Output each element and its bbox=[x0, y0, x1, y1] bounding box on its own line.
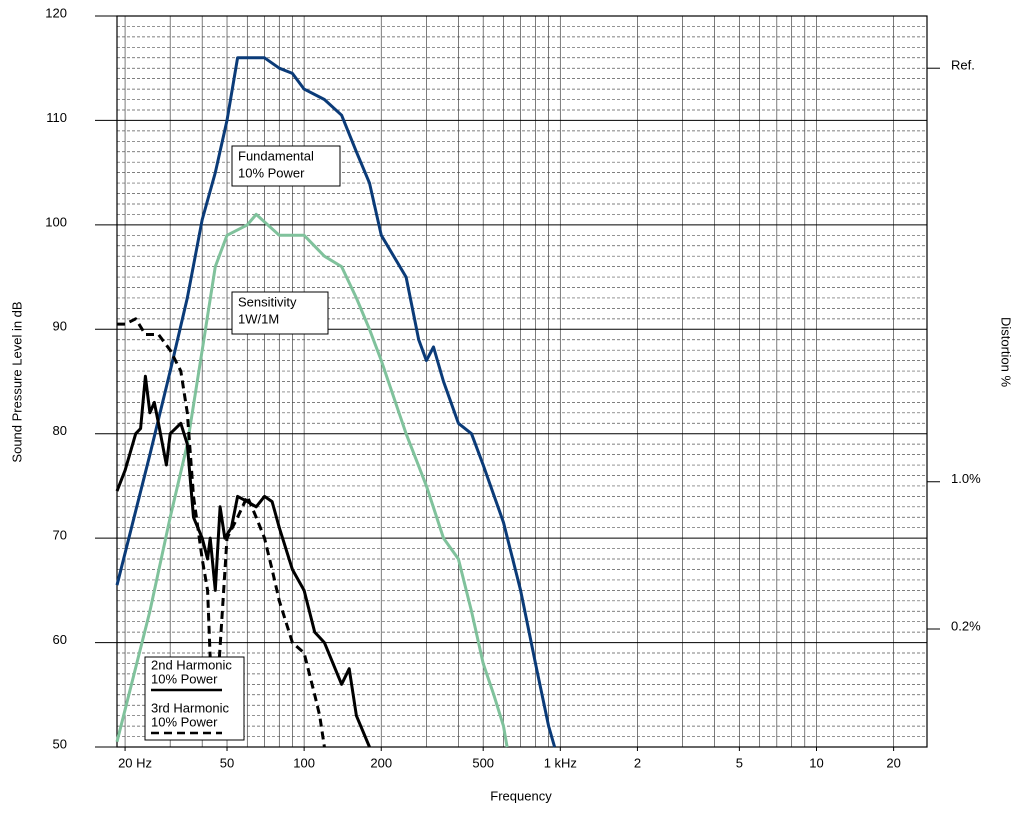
series-label: 10% Power bbox=[238, 165, 305, 180]
x-tick-label: 50 bbox=[220, 755, 234, 770]
legend-box bbox=[144, 656, 245, 741]
y2-tick-label: 1.0% bbox=[951, 471, 981, 486]
series-line bbox=[117, 317, 326, 748]
legend-label: 2nd Harmonic bbox=[151, 657, 232, 672]
x-axis-title: Frequency bbox=[490, 788, 552, 803]
x-tick-label: 1 kHz bbox=[544, 755, 577, 770]
y-tick-label: 60 bbox=[53, 632, 67, 647]
label-box bbox=[231, 145, 341, 187]
x-tick-label: 500 bbox=[472, 755, 494, 770]
x-tick-label: 200 bbox=[370, 755, 392, 770]
x-tick-label: 2 bbox=[634, 755, 641, 770]
y2-tick-label: 0.2% bbox=[951, 618, 981, 633]
series-label: Sensitivity bbox=[238, 294, 297, 309]
y-tick-label: 120 bbox=[45, 5, 67, 20]
plot-frame bbox=[116, 15, 928, 748]
y-tick-label: 80 bbox=[53, 423, 67, 438]
legend-label: 10% Power bbox=[151, 671, 218, 686]
series-line bbox=[115, 56, 557, 748]
series-label: Fundamental bbox=[238, 148, 314, 163]
y-tick-label: 90 bbox=[53, 319, 67, 334]
x-tick-label: 100 bbox=[293, 755, 315, 770]
label-box bbox=[231, 291, 329, 335]
y-tick-label: 100 bbox=[45, 214, 67, 229]
y-tick-label: 70 bbox=[53, 528, 67, 543]
series-label: 1W/1M bbox=[238, 311, 279, 326]
y2-tick-label: Ref. bbox=[951, 58, 975, 73]
legend-label: 10% Power bbox=[151, 714, 218, 729]
y-tick-label: 110 bbox=[46, 110, 67, 125]
x-tick-label: 5 bbox=[736, 755, 743, 770]
series-line bbox=[115, 374, 371, 748]
x-tick-label: 10 bbox=[809, 755, 823, 770]
y-tick-label: 50 bbox=[53, 736, 67, 751]
x-tick-label: 20 Hz bbox=[118, 755, 152, 770]
y-axis-title: Sound Pressure Level in dB bbox=[9, 301, 24, 462]
x-tick-label: 20 bbox=[886, 755, 900, 770]
legend-label: 3rd Harmonic bbox=[151, 700, 230, 715]
series-line bbox=[115, 212, 509, 748]
y2-axis-title: Distortion % bbox=[999, 317, 1014, 388]
